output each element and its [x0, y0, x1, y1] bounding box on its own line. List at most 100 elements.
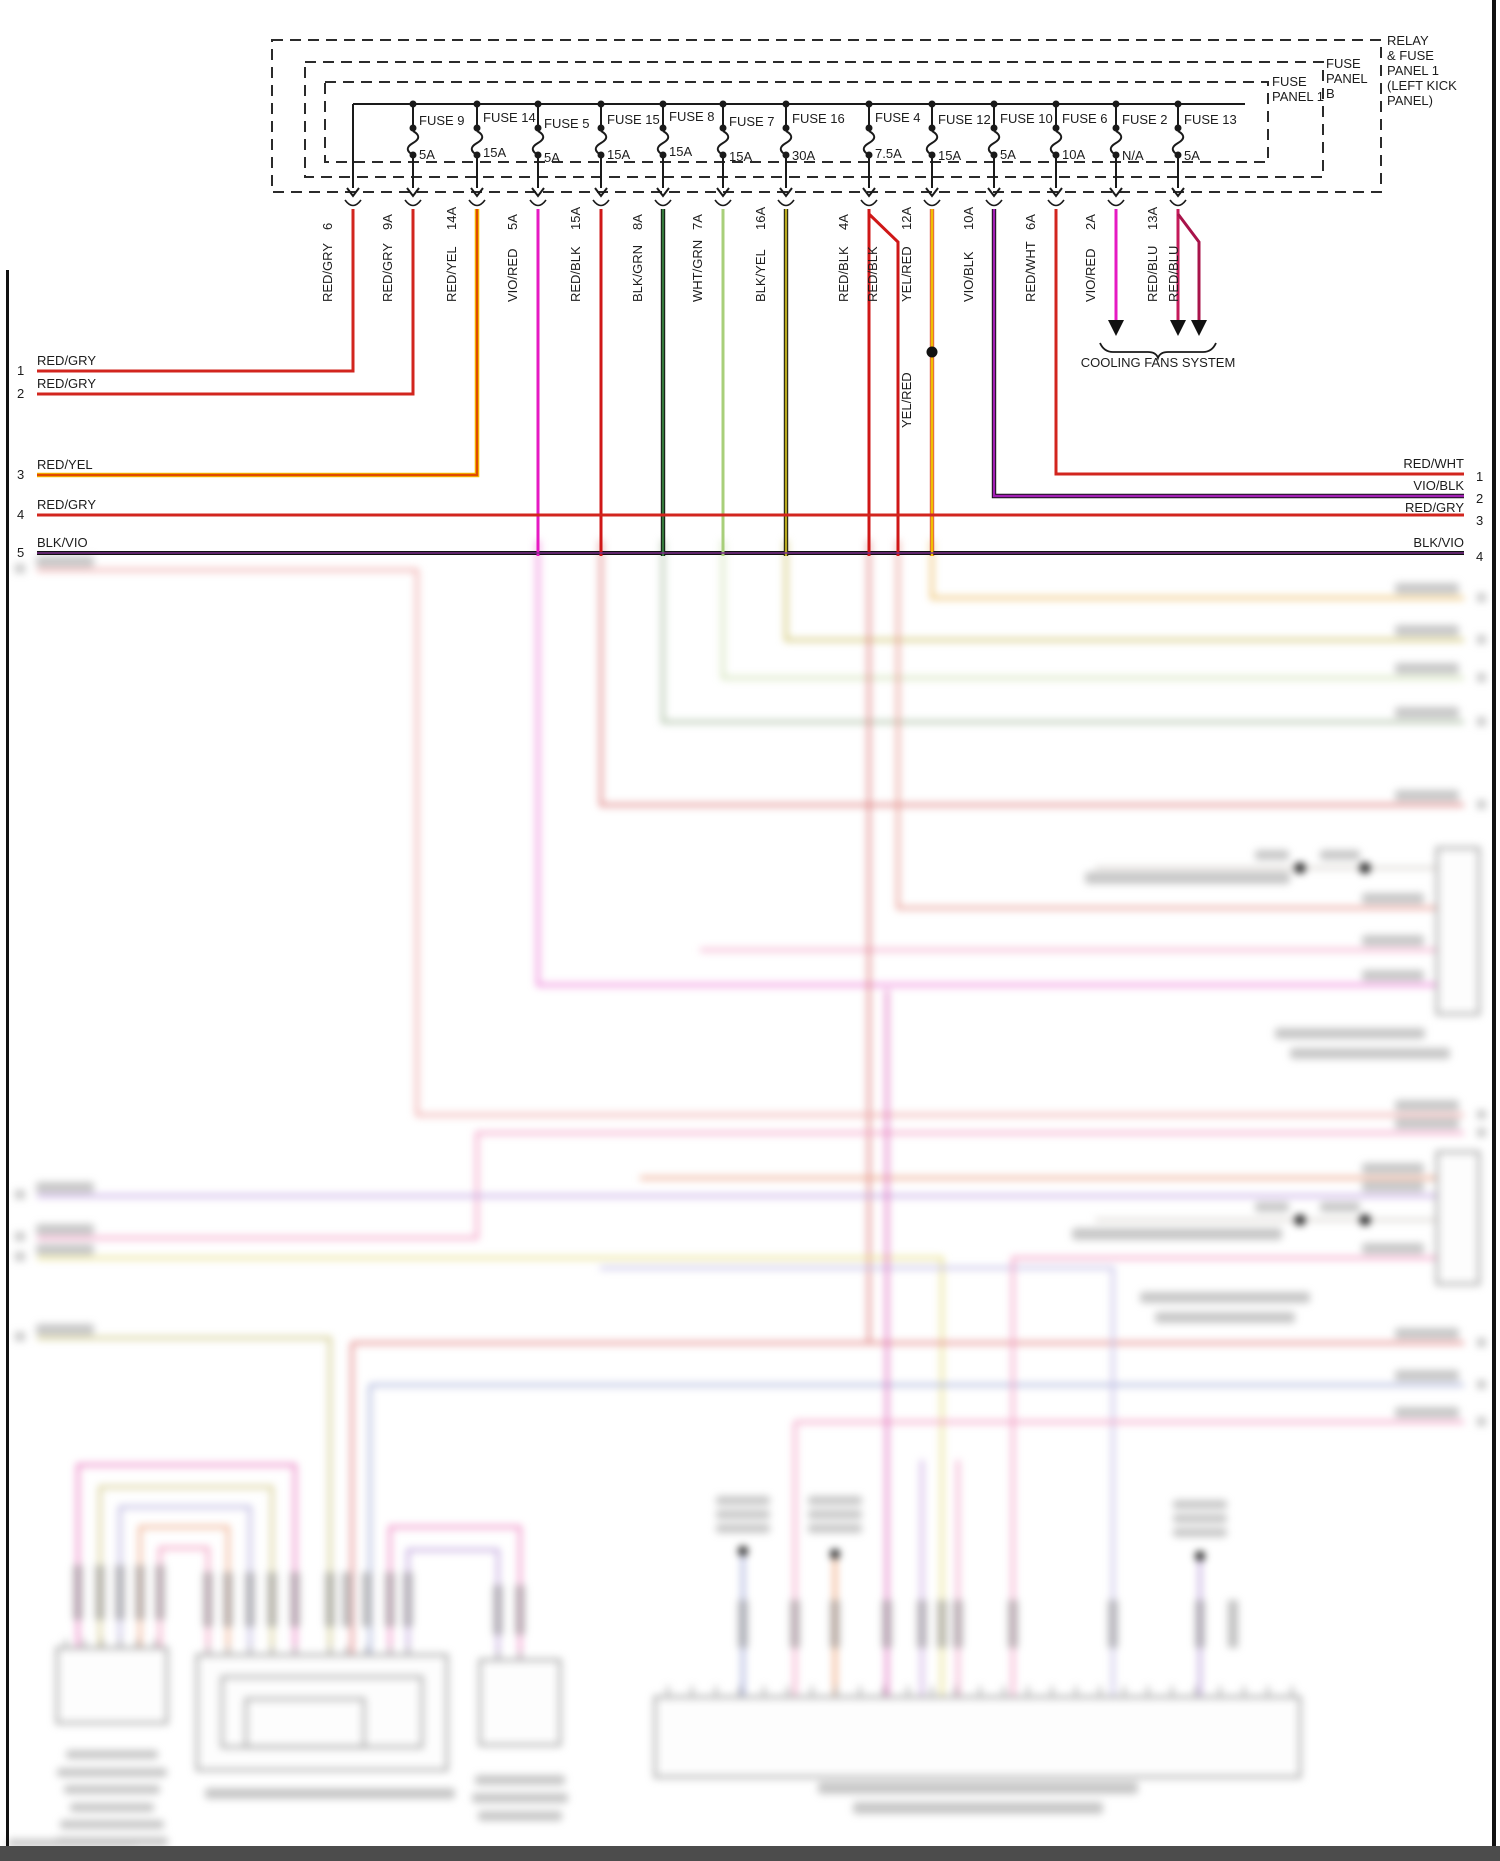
fuse-panel-b-box — [304, 61, 1324, 178]
pin-number: 4 — [17, 507, 25, 522]
fuse-amp: 5A — [1184, 148, 1200, 163]
circuit-id: 16A — [753, 206, 768, 230]
wire-red-gry-9a — [37, 209, 415, 396]
fuse-panel-b-label: FUSE PANEL B — [1326, 56, 1368, 101]
wire-color-label: RED/BLU — [1145, 245, 1160, 302]
pin-number: 4 — [1476, 549, 1484, 564]
wire-color-label: RED/WHT — [1023, 241, 1038, 302]
wire-red-gry-6 — [37, 209, 355, 373]
wire-color-label: VIO/BLK — [1413, 478, 1464, 493]
pin-number: 5 — [17, 545, 25, 560]
wire-color-label: RED/YEL — [444, 246, 459, 302]
label-line: B — [1326, 86, 1335, 101]
pin-number: 1 — [17, 363, 25, 378]
label-line: FUSE — [1272, 74, 1307, 89]
wire-color-label: BLK/VIO — [37, 535, 88, 550]
wire-red-blk-4a-branch — [867, 212, 900, 556]
fuse-amp: 5A — [544, 150, 560, 165]
under-brace-icon — [1099, 342, 1217, 361]
panel-dashed-boxes — [271, 39, 1382, 193]
label-line: & FUSE — [1387, 48, 1434, 63]
blurred-junction-dots — [738, 862, 1371, 1561]
circuit-id: 7A — [690, 214, 705, 230]
label-line: PANEL) — [1387, 93, 1433, 108]
fuse-panel-1-label: FUSE PANEL 1 — [1272, 74, 1324, 104]
fuse-name: FUSE 7 — [729, 114, 775, 129]
fuse-name: FUSE 12 — [938, 112, 991, 127]
circuit-id: 4A — [836, 214, 851, 230]
label-line: RELAY — [1387, 33, 1429, 48]
blurred-component-boxes — [55, 846, 1481, 1779]
page-borders — [6, 0, 1496, 1861]
solid-arrow-icon — [1170, 320, 1186, 336]
pcm-pin-row — [65, 1639, 1293, 1697]
circuit-id: 9A — [380, 214, 395, 230]
wire-color-label: WHT/GRN — [690, 239, 705, 302]
fuse-bus — [344, 103, 1245, 207]
wire-red-blu-13a-branch — [1176, 213, 1201, 321]
connector-arc-icons — [344, 199, 1187, 207]
pin-number: 2 — [1476, 491, 1484, 506]
wire-vio-blk-10a — [992, 209, 1464, 498]
wire-color-label: RED/GRY — [320, 243, 335, 302]
wire-red-yel-14a — [37, 209, 479, 477]
splice-dot — [926, 346, 938, 358]
circuit-id: 2A — [1083, 214, 1098, 230]
wire-color-label: RED/GRY — [380, 243, 395, 302]
circuit-id: 15A — [568, 206, 583, 230]
wire-red-wht-6a — [1054, 209, 1464, 476]
circuit-id: 14A — [444, 206, 459, 230]
fuse-amp: 15A — [669, 144, 693, 159]
wire-color-label: RED/GRY — [37, 376, 96, 391]
fuse-amp: 30A — [792, 148, 816, 163]
pin-number: 1 — [1476, 469, 1484, 484]
fuse-panel-1-box — [324, 81, 1269, 163]
circuit-id: 10A — [961, 206, 976, 230]
wire-color-label: RED/BLU — [1166, 245, 1181, 302]
label-line: PANEL 1 — [1387, 63, 1440, 78]
wire-color-label: VIO/BLK — [961, 251, 976, 302]
wire-color-label: YEL/RED — [899, 246, 914, 302]
fuse-symbols — [406, 104, 1185, 188]
wire-color-label: RED/YEL — [37, 457, 93, 472]
splice-wire-label: YEL/RED — [899, 372, 914, 428]
wire-color-label: RED/GRY — [1405, 500, 1464, 515]
solid-arrow-icon — [1191, 320, 1207, 336]
fuse-name: FUSE 15 — [607, 112, 660, 127]
wire-color-label: BLK/YEL — [753, 249, 768, 302]
fuse-name: FUSE 14 — [483, 110, 536, 125]
label-line: PANEL — [1326, 71, 1368, 86]
relay-fuse-panel-label: RELAY & FUSE PANEL 1 (LEFT KICK PANEL) — [1387, 33, 1457, 108]
circuit-id: 6A — [1023, 214, 1038, 230]
fuse-amp: N/A — [1122, 148, 1144, 163]
fuse-amp: 15A — [607, 147, 631, 162]
wire-color-label: VIO/RED — [505, 248, 520, 302]
wire-color-label: VIO/RED — [1083, 248, 1098, 302]
wire-color-label: RED/GRY — [37, 497, 96, 512]
blurred-connector-tags — [73, 1565, 1238, 1648]
blurred-text-blobs — [8, 556, 1486, 1847]
fuse-name: FUSE 2 — [1122, 112, 1168, 127]
fuse-name: FUSE 8 — [669, 109, 715, 124]
fuse-name: FUSE 16 — [792, 111, 845, 126]
fuse-name: FUSE 13 — [1184, 112, 1237, 127]
fuse-amp: 5A — [419, 147, 435, 162]
wire-color-label: BLK/GRN — [630, 244, 645, 302]
circuit-id: 6 — [320, 222, 335, 230]
pin-number: 2 — [17, 386, 25, 401]
fuse-name: FUSE 10 — [1000, 111, 1053, 126]
exit-arrow-icons — [346, 187, 1185, 198]
wire-color-label: RED/BLK — [836, 246, 851, 302]
fuse-amp: 15A — [729, 149, 753, 164]
wire-color-label: RED/GRY — [37, 353, 96, 368]
label-line: FUSE — [1326, 56, 1361, 71]
wire-color-label: RED/WHT — [1403, 456, 1464, 471]
fuse-amp: 15A — [483, 145, 507, 160]
wire-color-label: RED/BLK — [568, 246, 583, 302]
fuse-name: FUSE 9 — [419, 113, 465, 128]
cooling-fans-group — [1099, 320, 1217, 361]
wire-color-label: BLK/VIO — [1413, 535, 1464, 550]
